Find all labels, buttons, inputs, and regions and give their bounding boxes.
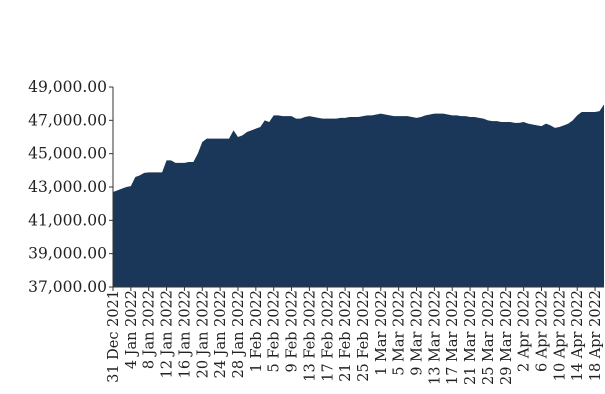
x-tick-label: 25 Mar 2022 bbox=[481, 290, 497, 385]
x-tick-label: 5 Feb 2022 bbox=[267, 290, 283, 372]
y-tick-label: 41,000.00 bbox=[28, 211, 107, 229]
x-tick-label: 5 Mar 2022 bbox=[392, 290, 408, 376]
x-tick-label: 9 Mar 2022 bbox=[410, 290, 426, 376]
x-tick-label: 12 Jan 2022 bbox=[160, 290, 176, 378]
x-tick-label: 1 Feb 2022 bbox=[249, 290, 265, 372]
area-layer bbox=[113, 104, 604, 287]
x-tick-label: 8 Jan 2022 bbox=[142, 290, 158, 369]
x-tick-label: 29 Mar 2022 bbox=[499, 290, 515, 385]
area-series bbox=[113, 104, 604, 287]
y-tick-label: 49,000.00 bbox=[28, 78, 107, 96]
x-tick-label: 10 Apr 2022 bbox=[552, 290, 568, 381]
y-tick-label: 45,000.00 bbox=[28, 145, 107, 163]
x-tick-label: 1 Mar 2022 bbox=[374, 290, 390, 376]
x-tick-label: 13 Mar 2022 bbox=[427, 290, 443, 385]
x-tick-label: 16 Jan 2022 bbox=[177, 290, 193, 378]
x-tick-label: 31 Dec 2021 bbox=[106, 290, 122, 383]
x-axis-ticks: 31 Dec 2021 4 Jan 2022 8 Jan 2022 12 Jan 20… bbox=[106, 287, 604, 385]
y-axis-ticks: 49,000.00 47,000.00 45,000.00 43,000.00 41,0… bbox=[28, 78, 113, 296]
y-tick-label: 37,000.00 bbox=[28, 278, 107, 296]
x-tick-label: 17 Mar 2022 bbox=[445, 290, 461, 385]
x-tick-label: 28 Jan 2022 bbox=[231, 290, 247, 378]
x-tick-label: 14 Apr 2022 bbox=[570, 290, 586, 381]
y-tick-label: 47,000.00 bbox=[28, 111, 107, 129]
x-tick-label: 25 Feb 2022 bbox=[356, 290, 372, 382]
x-tick-label: 21 Mar 2022 bbox=[463, 290, 479, 385]
x-tick-label: 2 Apr 2022 bbox=[517, 290, 533, 372]
x-tick-label: 20 Jan 2022 bbox=[195, 290, 211, 378]
x-tick-label: 21 Feb 2022 bbox=[338, 290, 354, 382]
x-tick-label: 18 Apr 2022 bbox=[588, 290, 604, 381]
x-tick-label: 17 Feb 2022 bbox=[320, 290, 336, 382]
x-tick-label: 13 Feb 2022 bbox=[302, 290, 318, 382]
y-tick-label: 39,000.00 bbox=[28, 245, 107, 263]
x-tick-label: 24 Jan 2022 bbox=[213, 290, 229, 378]
x-tick-label: 9 Feb 2022 bbox=[285, 290, 301, 372]
x-tick-label: 4 Jan 2022 bbox=[124, 290, 140, 369]
y-tick-label: 43,000.00 bbox=[28, 178, 107, 196]
x-tick-label: 6 Apr 2022 bbox=[535, 290, 551, 372]
